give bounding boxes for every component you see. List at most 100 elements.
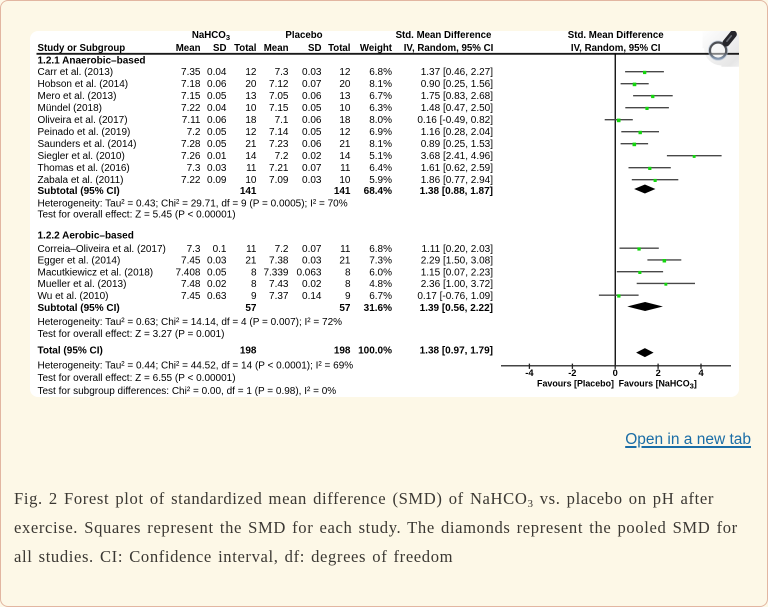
svg-text:7.48: 7.48 (181, 279, 201, 290)
svg-text:12: 12 (339, 127, 351, 138)
svg-text:7.35: 7.35 (181, 67, 201, 78)
svg-text:10: 10 (339, 175, 351, 186)
svg-text:Test for overall effect: Z = 3: Test for overall effect: Z = 3.27 (P = 0… (38, 329, 225, 340)
svg-text:0.05: 0.05 (207, 139, 227, 150)
svg-text:0.07: 0.07 (302, 79, 322, 90)
svg-text:0.63: 0.63 (207, 291, 227, 302)
svg-text:Mean: Mean (264, 43, 289, 54)
svg-text:8.1%: 8.1% (369, 139, 392, 150)
svg-text:6.9%: 6.9% (369, 127, 392, 138)
svg-text:7.2: 7.2 (275, 244, 289, 255)
svg-text:57: 57 (245, 303, 257, 314)
svg-text:0.14: 0.14 (302, 291, 322, 302)
svg-text:Correia–Oliveira et al. (2017): Correia–Oliveira et al. (2017) (38, 244, 166, 255)
svg-text:0.05: 0.05 (302, 103, 322, 114)
svg-text:7.339: 7.339 (263, 267, 288, 278)
svg-text:1.75 [0.83, 2.68]: 1.75 [0.83, 2.68] (421, 91, 494, 102)
svg-text:Favours [NaHCO3]: Favours [NaHCO3] (619, 378, 697, 390)
svg-text:Subtotal (95% CI): Subtotal (95% CI) (38, 303, 120, 314)
svg-text:0.07: 0.07 (302, 163, 322, 174)
svg-text:0.03: 0.03 (302, 256, 322, 267)
svg-text:Heterogeneity: Tau² = 0.63; Ch: Heterogeneity: Tau² = 0.63; Chi² = 14.14… (38, 317, 343, 328)
svg-text:Total: Total (234, 43, 256, 54)
svg-text:0.06: 0.06 (302, 91, 322, 102)
svg-text:SD: SD (308, 43, 321, 54)
svg-text:1.48 [0.47, 2.50]: 1.48 [0.47, 2.50] (421, 103, 494, 114)
svg-text:0.06: 0.06 (302, 139, 322, 150)
svg-text:5.9%: 5.9% (369, 175, 392, 186)
svg-text:198: 198 (240, 346, 257, 357)
svg-text:2: 2 (656, 368, 661, 378)
svg-text:Peinado et al. (2019): Peinado et al. (2019) (38, 127, 131, 138)
svg-text:13: 13 (245, 91, 257, 102)
svg-text:6.3%: 6.3% (369, 103, 392, 114)
svg-text:7.1: 7.1 (275, 115, 289, 126)
svg-text:0.02: 0.02 (207, 279, 227, 290)
svg-text:1.38 [0.88, 1.87]: 1.38 [0.88, 1.87] (420, 186, 493, 197)
svg-text:0.03: 0.03 (207, 256, 227, 267)
svg-text:21: 21 (339, 139, 351, 150)
svg-text:7.26: 7.26 (181, 151, 201, 162)
svg-text:Hobson et al. (2014): Hobson et al. (2014) (38, 79, 129, 90)
svg-text:18: 18 (339, 115, 351, 126)
svg-text:7.09: 7.09 (269, 175, 289, 186)
svg-text:Heterogeneity: Tau² = 0.43; Ch: Heterogeneity: Tau² = 0.43; Chi² = 29.71… (38, 198, 348, 209)
svg-text:7.18: 7.18 (181, 79, 201, 90)
svg-text:7.22: 7.22 (181, 103, 201, 114)
svg-text:7.38: 7.38 (269, 256, 289, 267)
svg-text:0.04: 0.04 (207, 103, 227, 114)
svg-text:7.2: 7.2 (275, 151, 289, 162)
svg-text:0.90 [0.25, 1.56]: 0.90 [0.25, 1.56] (421, 79, 494, 90)
svg-text:0.01: 0.01 (207, 151, 227, 162)
svg-text:Std. Mean Difference: Std. Mean Difference (568, 31, 664, 41)
svg-text:7.3: 7.3 (275, 67, 289, 78)
svg-text:12: 12 (339, 67, 351, 78)
svg-text:Heterogeneity: Tau² = 0.44; Ch: Heterogeneity: Tau² = 0.44; Chi² = 44.52… (38, 360, 354, 371)
svg-text:5.1%: 5.1% (369, 151, 392, 162)
svg-text:12: 12 (245, 127, 257, 138)
svg-text:57: 57 (339, 303, 351, 314)
svg-text:6.8%: 6.8% (369, 244, 392, 255)
svg-text:11: 11 (340, 163, 351, 174)
svg-text:141: 141 (240, 186, 257, 197)
svg-text:Test for subgroup differences:: Test for subgroup differences: Chi² = 0.… (38, 386, 337, 397)
svg-text:1.11 [0.20, 2.03]: 1.11 [0.20, 2.03] (421, 244, 493, 255)
svg-text:Test for overall effect: Z = 6: Test for overall effect: Z = 6.55 (P < 0… (38, 373, 236, 384)
svg-text:Oliveira et al. (2017): Oliveira et al. (2017) (38, 115, 128, 126)
svg-text:7.3%: 7.3% (369, 256, 392, 267)
svg-text:Total (95% CI): Total (95% CI) (38, 346, 103, 357)
svg-text:Std. Mean Difference: Std. Mean Difference (396, 31, 492, 41)
svg-text:4.8%: 4.8% (369, 279, 392, 290)
svg-text:0.063: 0.063 (296, 267, 321, 278)
svg-text:0.06: 0.06 (302, 115, 322, 126)
svg-text:Mero et al. (2013): Mero et al. (2013) (38, 91, 117, 102)
svg-text:7.23: 7.23 (269, 139, 289, 150)
svg-text:0.06: 0.06 (207, 115, 227, 126)
svg-text:Thomas et al. (2016): Thomas et al. (2016) (38, 163, 130, 174)
svg-text:7.2: 7.2 (187, 127, 201, 138)
svg-text:7.28: 7.28 (181, 139, 201, 150)
svg-text:10: 10 (245, 175, 257, 186)
svg-text:6.7%: 6.7% (369, 91, 392, 102)
svg-text:1.2.2 Aerobic–based: 1.2.2 Aerobic–based (38, 231, 134, 242)
svg-text:198: 198 (334, 346, 351, 357)
svg-text:141: 141 (334, 186, 351, 197)
svg-text:21: 21 (245, 139, 257, 150)
svg-text:Macutkiewicz et al. (2018): Macutkiewicz et al. (2018) (38, 267, 154, 278)
svg-text:6.7%: 6.7% (369, 291, 392, 302)
svg-text:0.02: 0.02 (302, 279, 322, 290)
svg-text:Saunders et al. (2014): Saunders et al. (2014) (38, 139, 137, 150)
svg-text:1.2.1 Anaerobic–based: 1.2.1 Anaerobic–based (38, 55, 146, 66)
svg-text:0.03: 0.03 (302, 175, 322, 186)
svg-text:6.0%: 6.0% (369, 267, 392, 278)
svg-text:7.22: 7.22 (181, 175, 201, 186)
svg-text:1.38 [0.97, 1.79]: 1.38 [0.97, 1.79] (420, 346, 493, 357)
svg-text:7.3: 7.3 (187, 244, 201, 255)
svg-text:8: 8 (345, 279, 351, 290)
svg-text:0.09: 0.09 (207, 175, 227, 186)
svg-text:11: 11 (340, 244, 351, 255)
svg-text:Study or Subgroup: Study or Subgroup (38, 43, 126, 54)
svg-text:2.36 [1.00, 3.72]: 2.36 [1.00, 3.72] (421, 279, 494, 290)
svg-text:0.06: 0.06 (207, 79, 227, 90)
svg-text:0.07: 0.07 (302, 244, 322, 255)
